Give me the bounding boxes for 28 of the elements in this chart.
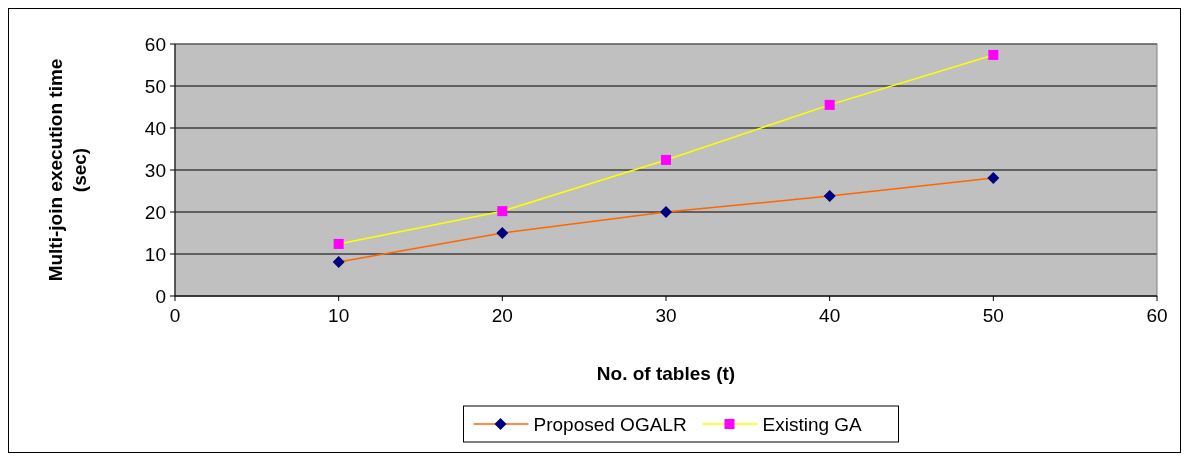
point: [497, 206, 508, 217]
point: [823, 190, 836, 203]
x-axis-title: No. of tables (t): [596, 363, 736, 384]
y-tick-label: 50: [144, 75, 166, 97]
point: [332, 255, 345, 268]
x-tick-label: 40: [819, 305, 841, 326]
point: [661, 154, 671, 165]
point: [660, 206, 672, 218]
y-tick-label: 40: [144, 117, 166, 139]
y-axis-title: Multi-join execution time (sec): [45, 58, 90, 282]
y-tick-label: 30: [144, 159, 166, 181]
x-tick-label: 20: [491, 305, 513, 326]
y-tick-label: 60: [144, 33, 166, 55]
legend-label: Proposed OGALR: [533, 413, 687, 435]
point: [988, 49, 999, 60]
x-tick-label: 10: [328, 305, 350, 326]
y-tick-label: 10: [144, 243, 166, 265]
y-tick-label: 0: [155, 285, 166, 307]
legend-label: Existing GA: [762, 413, 863, 435]
x-tick-label: 0: [169, 305, 181, 326]
x-tick-label: 30: [655, 305, 677, 326]
point: [496, 227, 509, 239]
point: [987, 171, 1000, 184]
point: [824, 99, 835, 110]
x-tick-label: 50: [982, 305, 1004, 326]
x-tick-label: 60: [1146, 305, 1168, 326]
y-tick-label: 20: [144, 201, 166, 223]
point: [333, 238, 344, 249]
